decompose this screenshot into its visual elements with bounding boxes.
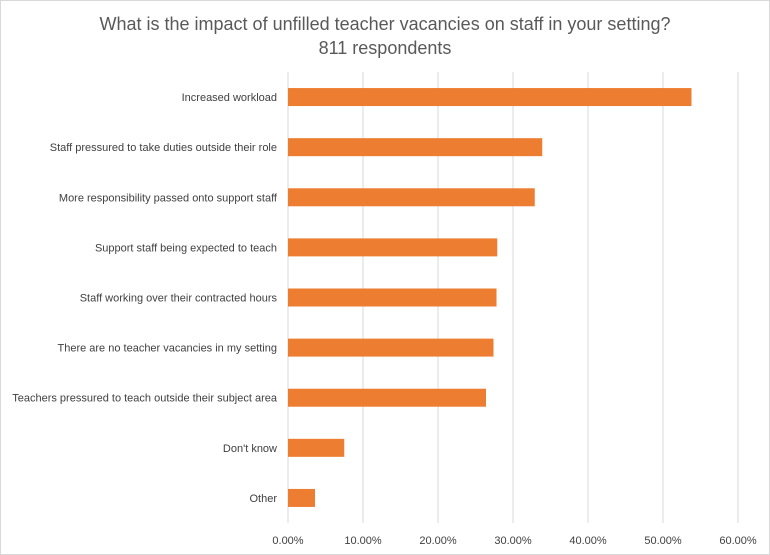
- category-label: Don't know: [223, 443, 277, 455]
- x-tick-label: 30.00%: [494, 535, 532, 547]
- bar: [288, 338, 494, 357]
- category-label: Increased workload: [182, 92, 277, 104]
- category-label: Staff pressured to take duties outside t…: [50, 142, 277, 154]
- bar: [288, 188, 535, 207]
- category-label: There are no teacher vacancies in my set…: [57, 343, 277, 355]
- bar: [288, 488, 315, 507]
- chart-subtitle: 811 respondents: [318, 38, 452, 58]
- x-tick-label: 10.00%: [344, 535, 382, 547]
- bar: [288, 388, 486, 407]
- bar: [288, 288, 497, 307]
- x-tick-label: 50.00%: [644, 535, 682, 547]
- category-label: Support staff being expected to teach: [95, 242, 277, 254]
- x-tick-label: 60.00%: [719, 535, 757, 547]
- category-label: Other: [249, 493, 277, 505]
- bar: [288, 438, 345, 457]
- chart-title: What is the impact of unfilled teacher v…: [99, 14, 671, 34]
- bar: [288, 238, 498, 257]
- bar: [288, 138, 543, 157]
- category-label: More responsibility passed onto support …: [59, 192, 278, 204]
- x-tick-label: 20.00%: [419, 535, 457, 547]
- x-tick-label: 0.00%: [272, 535, 303, 547]
- bar: [288, 88, 692, 107]
- category-label: Staff working over their contracted hour…: [80, 293, 278, 305]
- category-label: Teachers pressured to teach outside thei…: [12, 393, 278, 405]
- x-tick-label: 40.00%: [569, 535, 607, 547]
